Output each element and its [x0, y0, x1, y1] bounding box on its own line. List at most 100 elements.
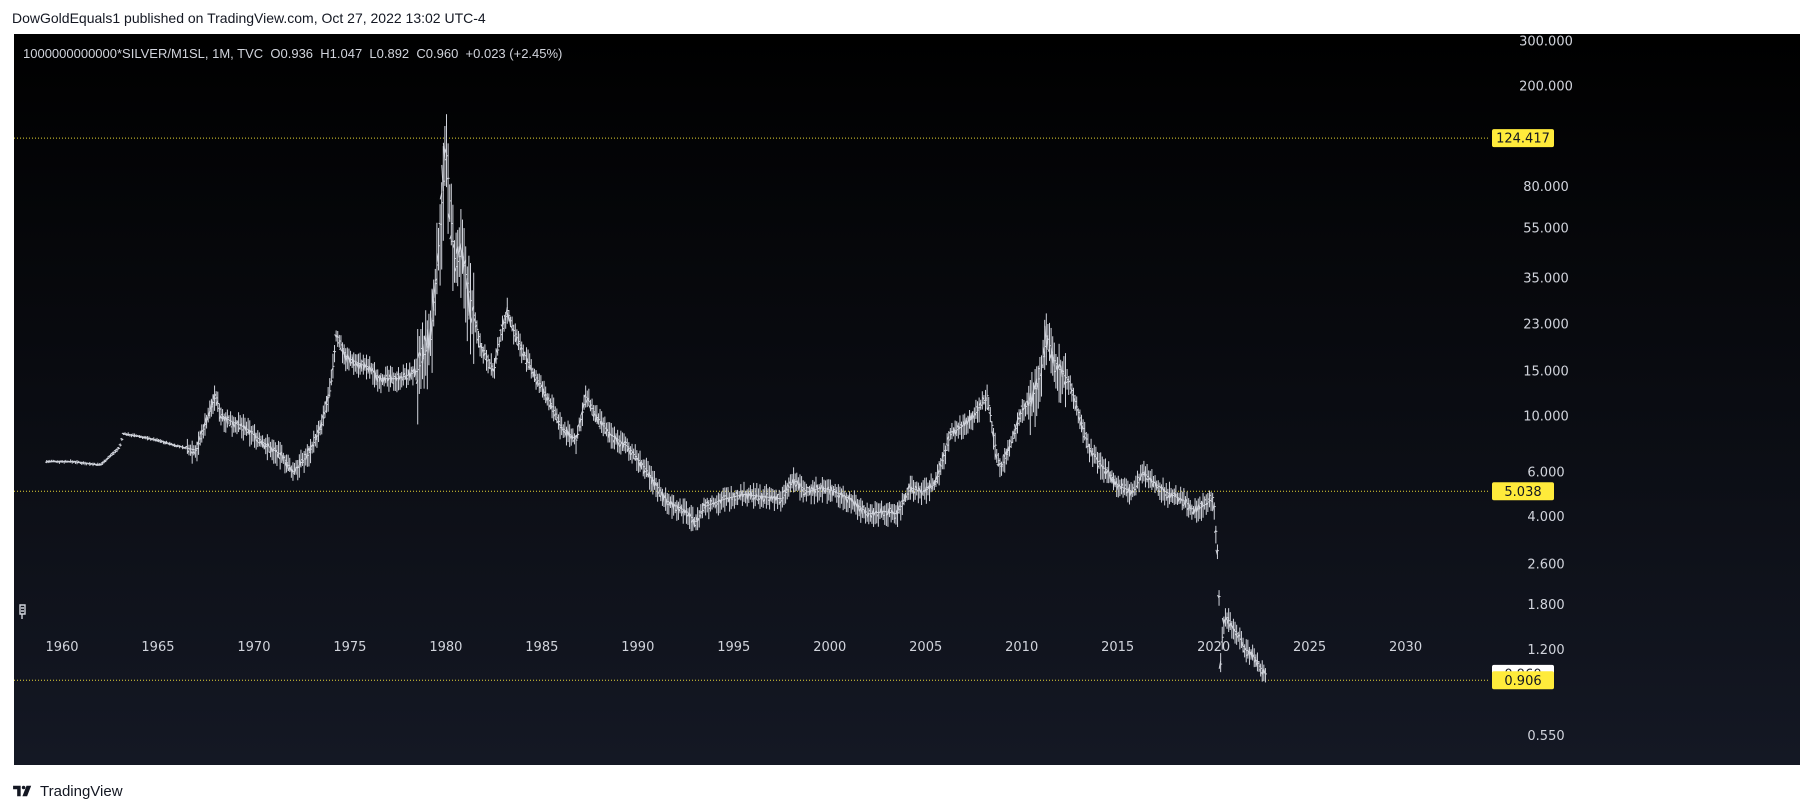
price-bar-open [72, 461, 75, 463]
price-bar-open [562, 430, 566, 434]
price-bar-open [1026, 400, 1030, 407]
price-bar-open [500, 324, 503, 327]
price-bar-open [633, 457, 636, 460]
price-bar-open [967, 415, 971, 424]
price-bar-open [322, 411, 326, 415]
price-bar-open [306, 447, 310, 452]
price-bar-open [215, 400, 219, 405]
price-bar-open [1130, 489, 1134, 495]
price-bar-open [378, 374, 382, 382]
price-bar-open [1151, 481, 1154, 488]
price-bar-open [1191, 511, 1194, 515]
price-bar-open [836, 495, 839, 497]
price-bar-open [1055, 363, 1058, 371]
price-bar-open [1062, 370, 1065, 373]
price-bar-open [586, 398, 590, 402]
price-bar-open [678, 508, 681, 512]
price-bar-open [658, 494, 662, 498]
price-bar-open [750, 490, 753, 499]
price-bar-open [335, 335, 339, 338]
price-bar-open [219, 414, 222, 419]
price-bar-open [460, 247, 463, 261]
price-bar-open [201, 429, 204, 433]
price-bar-open [271, 448, 275, 453]
price-bar-open [444, 148, 447, 154]
symbol-ohlc-legend: 1000000000000*SILVER/M1SL, 1M, TVC O0.93… [23, 46, 563, 61]
price-bar-open [601, 421, 604, 427]
price-bar-open [1260, 671, 1263, 675]
price-bar-open [199, 430, 203, 435]
price-bar-open [649, 475, 652, 479]
price-chart[interactable]: 1960 1965 1970 1975 1980 1985 1990 1995 2000 2005… [14, 34, 1800, 765]
drag-handle-icon[interactable] [19, 604, 26, 619]
price-bar-open [764, 495, 767, 499]
price-bar-open [484, 358, 487, 361]
price-bar-open [863, 509, 867, 515]
price-bar-open [575, 433, 579, 439]
price-bar-open [290, 468, 294, 474]
tradingview-footer[interactable]: TradingView [12, 780, 123, 802]
price-bar-open [422, 343, 425, 364]
price-tag-label: 5.038 [1504, 485, 1541, 500]
price-bar-open [1225, 616, 1228, 621]
price-bar-open [1231, 625, 1234, 630]
price-bar-open [721, 496, 724, 499]
price-bar-open [539, 386, 542, 389]
price-bar-open [204, 417, 208, 425]
price-bar-open [187, 450, 190, 453]
price-bar-open [409, 371, 412, 379]
price-bar-open [654, 482, 657, 487]
price-bar-open [116, 447, 119, 449]
price-bar-open [223, 416, 227, 422]
price-bar-open [370, 367, 374, 372]
price-bar-open [310, 444, 313, 448]
price-bar-open [812, 485, 815, 495]
price-bar-open [687, 512, 691, 518]
price-bar-open [857, 502, 860, 512]
price-bar-open [54, 460, 57, 463]
price-bar-open [1058, 363, 1062, 368]
price-bar-open [895, 509, 899, 515]
price-bar-open [206, 415, 209, 421]
price-bar-open [726, 497, 729, 500]
price-bar-open [46, 460, 49, 463]
price-bar-open [524, 362, 527, 365]
price-bar-open [705, 501, 708, 504]
price-bar-open [1017, 416, 1020, 421]
x-tick-label: 2010 [1005, 640, 1038, 655]
price-bar-open [941, 452, 945, 458]
price-bar-open [831, 489, 835, 497]
price-bar-open [1084, 436, 1087, 440]
chart-area[interactable]: 1960 1965 1970 1975 1980 1985 1990 1995 2000 2005… [14, 34, 1800, 765]
price-bar-open [974, 412, 977, 415]
price-bar-open [100, 461, 103, 464]
price-bar-open [494, 355, 497, 364]
price-bar-open [382, 376, 385, 384]
price-bar-open [1239, 638, 1242, 641]
price-bar-open [145, 436, 148, 439]
price-bar-open [449, 234, 452, 240]
price-bar-open [777, 493, 780, 496]
price-bar-open [662, 493, 665, 503]
price-bar-open [364, 363, 367, 368]
price-bar-open [270, 446, 273, 453]
price-bar-open [353, 364, 356, 366]
price-bar-open [772, 495, 775, 499]
x-tick-label: 2000 [813, 640, 846, 655]
price-bar-open [255, 439, 259, 443]
price-bar-open [788, 481, 791, 485]
price-bar-open [555, 418, 558, 421]
price-bar-open [1167, 493, 1170, 499]
price-bar-open [1022, 407, 1025, 410]
price-bar-open [1023, 402, 1026, 408]
price-bar-open [599, 420, 603, 426]
price-bar-open [924, 486, 927, 494]
price-bar-open [646, 473, 649, 476]
price-bar-open [470, 316, 473, 324]
price-bar-open [842, 494, 846, 497]
x-tick-label: 1980 [429, 640, 462, 655]
price-bar-open [354, 362, 358, 367]
price-bar-open [254, 432, 257, 442]
price-bar-open [193, 450, 196, 455]
